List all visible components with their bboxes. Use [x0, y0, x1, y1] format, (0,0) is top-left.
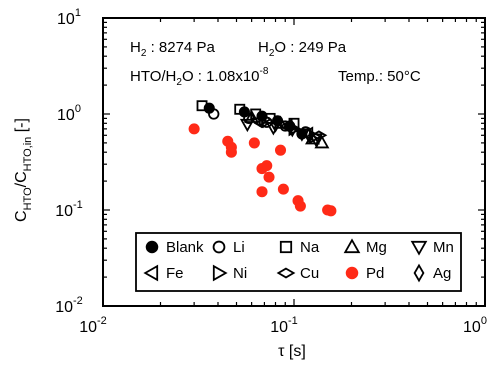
y-axis-title: CHTO/CHTO,in [-]: [13, 118, 34, 222]
data-point-pd: [294, 200, 306, 212]
data-point-pd: [188, 123, 200, 135]
data-point-pd: [261, 160, 273, 172]
legend-label-ag: Ag: [433, 265, 451, 282]
legend-marker-mg: [343, 238, 361, 254]
x-tick-label: 100: [463, 315, 487, 336]
legend-marker-li: [212, 240, 226, 254]
annotation-temperature: Temp.: 50°C: [338, 68, 421, 85]
legend-label-ni: Ni: [233, 265, 247, 282]
legend-label-mg: Mg: [366, 239, 387, 256]
series-pd: [188, 123, 337, 217]
annotations: H2 : 8274 Pa H2O : 249 Pa HTO/H2O : 1.08x1…: [130, 39, 421, 88]
legend-marker-na: [279, 240, 293, 254]
annotation-h2o: H2O : 249 Pa: [258, 39, 347, 59]
legend-marker-ni: [212, 264, 228, 282]
series-ag: [270, 115, 315, 144]
axis-ticks: [103, 18, 485, 306]
y-tick-label: 10-2: [55, 295, 83, 316]
y-tick-label: 101: [57, 7, 81, 28]
legend-label-blank: Blank: [166, 239, 204, 256]
data-points: [188, 100, 337, 217]
x-axis-title: τ [s]: [278, 343, 306, 360]
legend-label-cu: Cu: [300, 265, 319, 282]
legend: Blank Li Na Mg Mn Fe Ni Cu Pd Ag: [135, 232, 462, 292]
annotation-h2: H2 : 8274 Pa: [130, 39, 215, 59]
data-point-cu: [253, 118, 271, 129]
axis-titles: τ [s] CHTO/CHTO,in [-]: [13, 118, 306, 360]
data-point-mg: [314, 135, 330, 149]
legend-label-na: Na: [300, 239, 320, 256]
annotation-hto-ratio: HTO/H2O : 1.08x10-8: [130, 66, 269, 88]
legend-marker-fe: [143, 264, 159, 282]
tick-labels: 10-2 10-1 100 10-2 10-1 100 101: [55, 7, 487, 336]
data-point-li: [208, 108, 220, 120]
data-point-pd: [277, 183, 289, 195]
legend-marker-cu: [276, 267, 296, 279]
data-point-pd: [256, 186, 268, 198]
legend-marker-pd: [345, 266, 359, 280]
data-point-pd: [274, 144, 287, 156]
legend-label-fe: Fe: [166, 265, 184, 282]
legend-marker-blank: [145, 240, 159, 254]
legend-marker-ag: [413, 263, 425, 283]
data-point-na: [196, 100, 208, 112]
legend-label-mn: Mn: [433, 239, 454, 256]
legend-marker-mn: [410, 240, 428, 256]
data-point-ag: [270, 115, 281, 133]
data-point-pd: [248, 137, 260, 149]
y-tick-label: 100: [57, 103, 81, 124]
x-tick-label: 10-1: [270, 315, 298, 336]
legend-label-pd: Pd: [366, 265, 384, 282]
data-point-na: [234, 103, 246, 115]
data-point-mn: [239, 118, 255, 133]
data-point-ni: [258, 111, 273, 127]
legend-box: [135, 232, 462, 292]
legend-label-li: Li: [233, 239, 245, 256]
x-tick-label: 10-2: [79, 315, 107, 336]
data-point-pd: [263, 171, 275, 183]
data-point-pd: [325, 205, 337, 217]
data-point-pd: [225, 146, 237, 158]
data-point-cu: [310, 130, 328, 141]
y-tick-label: 10-1: [55, 199, 83, 220]
data-point-ag: [287, 120, 298, 138]
data-point-ag: [304, 126, 315, 144]
